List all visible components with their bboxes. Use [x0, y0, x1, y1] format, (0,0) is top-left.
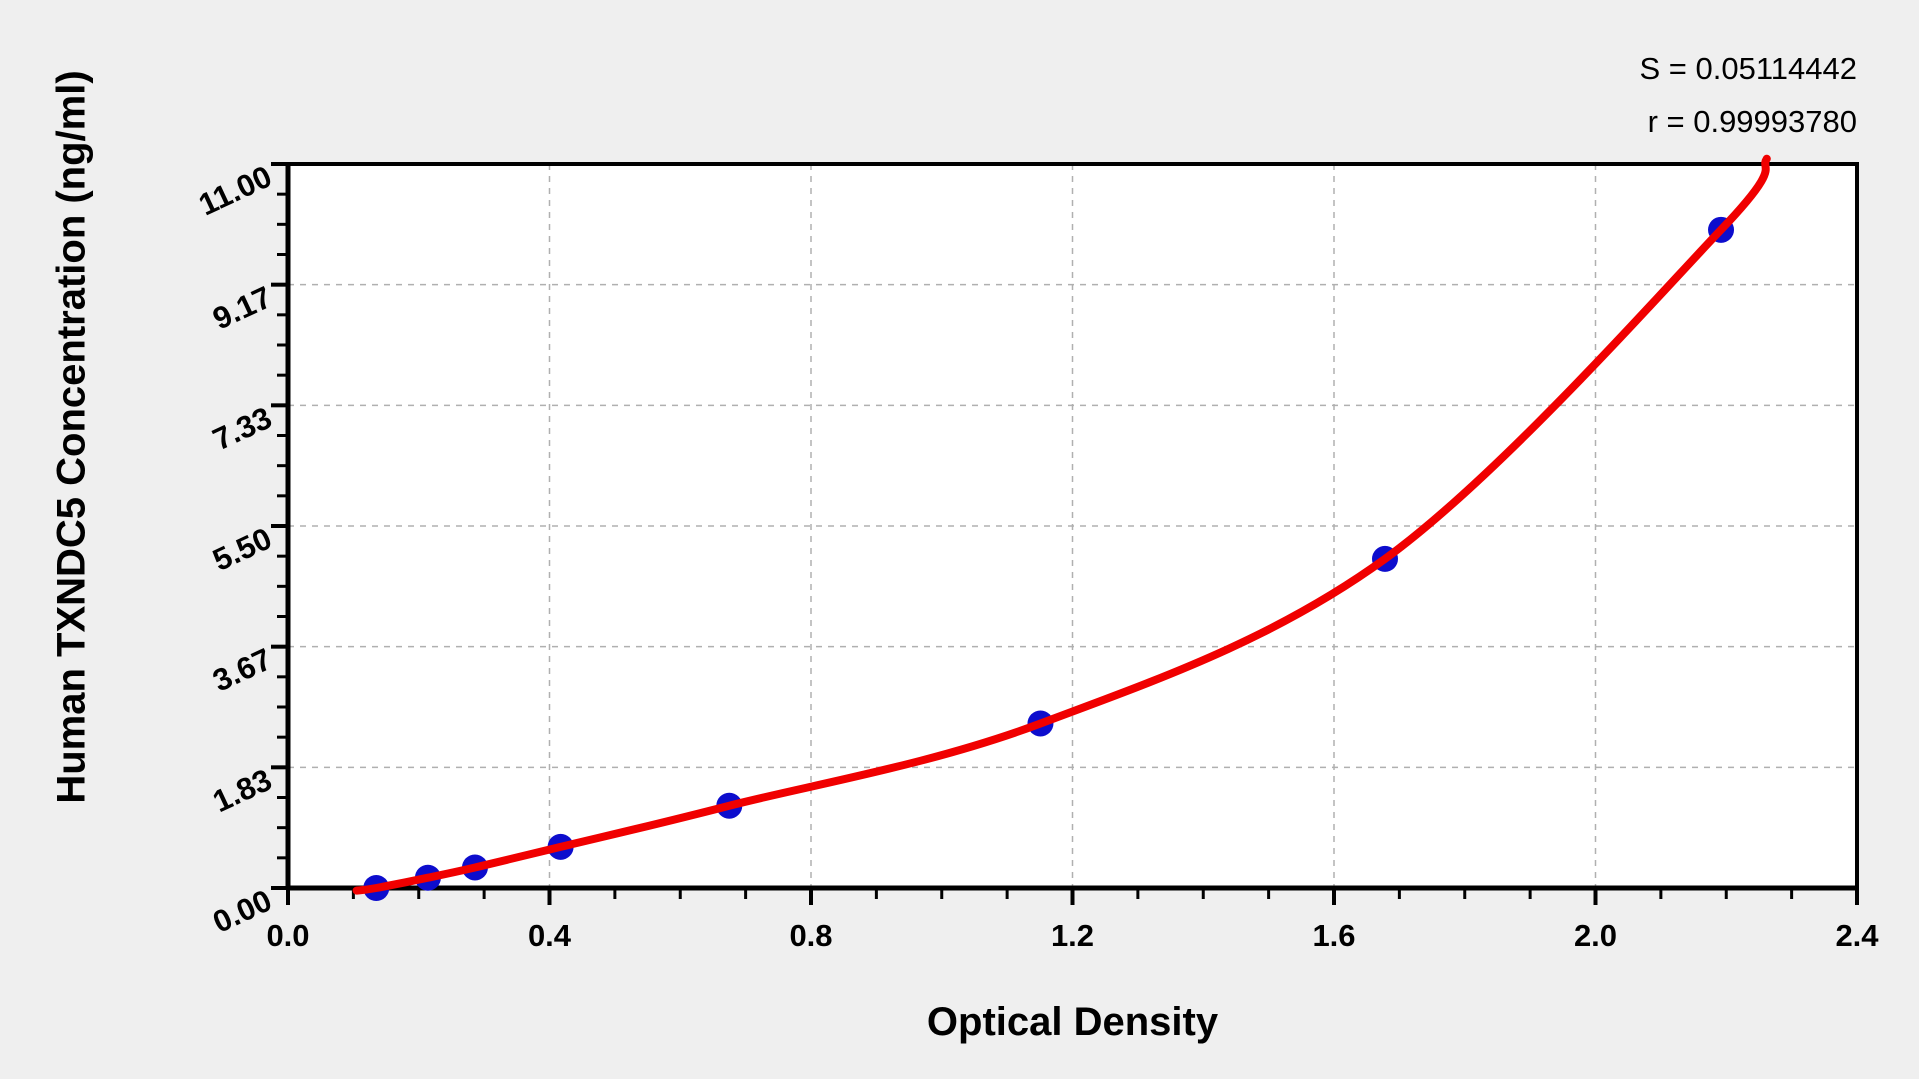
x-tick-label: 0.4 [528, 918, 572, 953]
x-tick-label: 1.6 [1312, 918, 1355, 953]
x-tick-label: 2.4 [1835, 918, 1879, 953]
x-axis-title: Optical Density [926, 1000, 1219, 1044]
y-tick-label: 9.17 [207, 279, 276, 336]
r-value: r = 0.99993780 [1647, 104, 1857, 139]
y-tick-label: 7.33 [207, 400, 276, 457]
y-tick-label: 3.67 [207, 641, 276, 698]
x-tick-label: 2.0 [1574, 918, 1617, 953]
x-tick-label: 0.0 [266, 918, 309, 953]
fit-statistics: S = 0.05114442 r = 0.99993780 [1640, 42, 1857, 148]
y-tick-label: 5.50 [207, 521, 276, 578]
y-axis-title: Human TXNDC5 Concentration (ng/ml) [49, 70, 94, 804]
x-tick-label: 0.8 [789, 918, 832, 953]
y-tick-label: 11.00 [193, 159, 277, 223]
s-value: S = 0.05114442 [1639, 51, 1857, 86]
fitted-curve [352, 154, 1771, 895]
x-tick-label: 1.2 [1051, 918, 1094, 953]
y-tick-label: 1.83 [207, 762, 276, 819]
